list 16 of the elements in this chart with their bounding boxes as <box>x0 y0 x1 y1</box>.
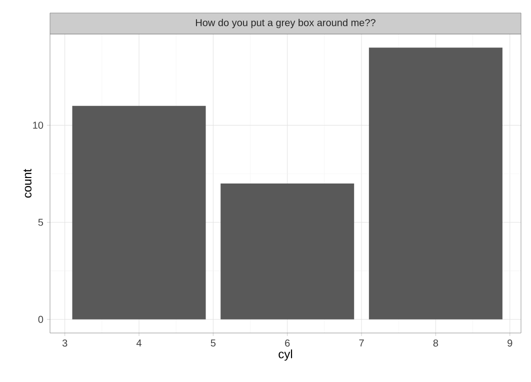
y-tick-label: 0 <box>38 316 44 323</box>
x-tick-label: 4 <box>136 340 142 346</box>
x-tick-label: 6 <box>285 340 290 347</box>
x-tick-label: 5 <box>210 340 216 346</box>
x-tick-label: 3 <box>62 340 68 347</box>
bar <box>72 106 206 320</box>
y-tick-label: 5 <box>38 218 44 226</box>
x-tick-label: 7 <box>359 340 364 346</box>
bar <box>220 183 354 320</box>
y-axis-title: count <box>24 168 32 198</box>
x-tick-label: 9 <box>508 340 512 347</box>
x-tick-label: 8 <box>433 340 438 347</box>
x-axis-title: cyl <box>278 349 292 361</box>
chart-title: How do you put a grey box around me?? <box>196 18 376 28</box>
bar <box>368 48 502 320</box>
y-tick-label: 10 <box>33 122 44 129</box>
